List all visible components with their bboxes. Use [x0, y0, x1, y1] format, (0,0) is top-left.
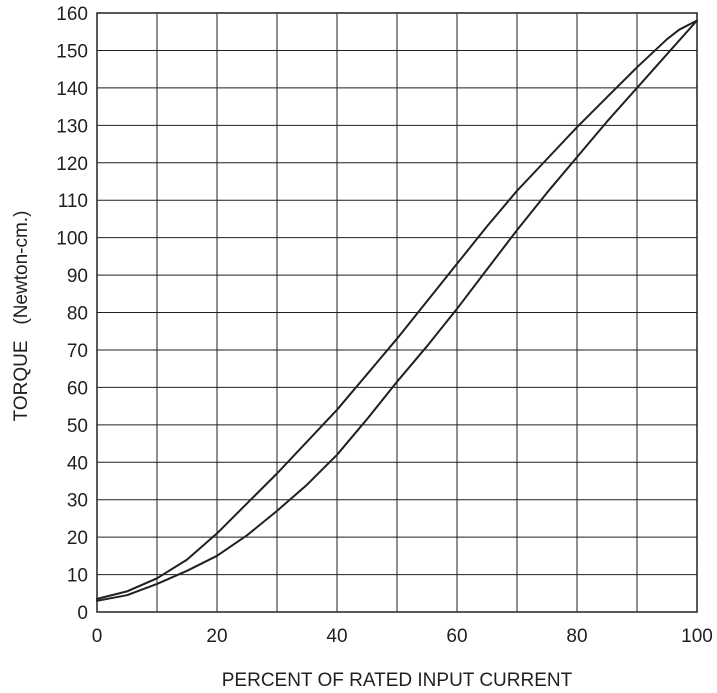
- y-tick-label: 70: [67, 341, 88, 362]
- y-tick-label: 40: [67, 453, 88, 474]
- y-tick-labels: 0 10 20 30 40 50 60 70 80 90 100 110 120 130 140 150 160: [56, 4, 88, 624]
- grid: [97, 13, 697, 612]
- plot-frame: [96, 12, 698, 613]
- y-tick-label: 130: [56, 116, 88, 137]
- x-tick-labels: 0 20 40 60 80 100: [92, 626, 713, 647]
- x-tick-label: 100: [681, 626, 713, 647]
- y-tick-label: 100: [56, 229, 88, 250]
- y-tick-label: 20: [67, 528, 88, 549]
- y-tick-label: 110: [58, 191, 88, 212]
- y-tick-label: 160: [56, 4, 88, 25]
- y-tick-label: 150: [56, 41, 88, 62]
- series-group: [96, 19, 698, 602]
- y-tick-label: 120: [56, 154, 88, 175]
- y-tick-label: 140: [56, 79, 88, 100]
- y-tick-label: 80: [67, 304, 88, 325]
- x-tick-label: 0: [92, 626, 103, 647]
- y-tick-label: 90: [67, 266, 88, 287]
- x-tick-label: 40: [326, 626, 347, 647]
- y-tick-label: 30: [67, 491, 88, 512]
- y-tick-label: 10: [67, 566, 88, 587]
- series-line-2: [96, 19, 698, 602]
- x-axis-title: PERCENT OF RATED INPUT CURRENT: [222, 670, 573, 691]
- y-tick-label: 60: [67, 378, 88, 399]
- series-line-1: [96, 19, 698, 600]
- x-tick-label: 20: [206, 626, 227, 647]
- y-tick-label: 0: [77, 603, 88, 624]
- x-tick-label: 60: [446, 626, 467, 647]
- x-tick-label: 80: [566, 626, 587, 647]
- y-tick-label: 50: [67, 416, 88, 437]
- y-axis-title: TORQUE (Newton-cm.): [11, 211, 32, 422]
